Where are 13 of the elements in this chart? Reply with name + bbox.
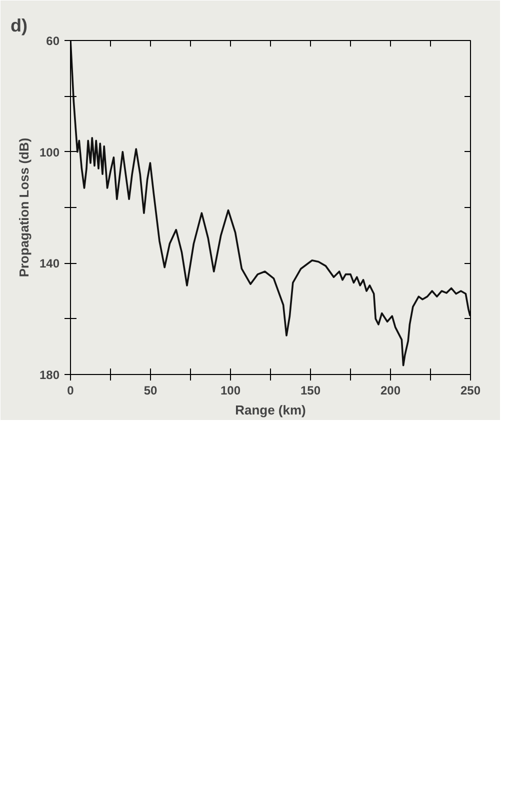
y-tick-label: 180 [39, 368, 60, 382]
x-axis-title: Range (km) [235, 402, 306, 418]
y-axis-title: Propagation Loss (dB) [16, 138, 32, 278]
x-tick-label: 50 [144, 384, 158, 398]
x-tick-label: 200 [380, 384, 401, 398]
y-tick-label: 100 [39, 145, 60, 160]
x-tick-label: 100 [220, 384, 241, 398]
x-tick-label: 150 [300, 384, 321, 398]
x-tick-label: 250 [460, 384, 481, 398]
y-tick-label: 60 [46, 34, 60, 48]
y-tick-label: 140 [39, 256, 60, 271]
text: d) [10, 16, 28, 36]
x-tick-label: 0 [67, 384, 74, 398]
